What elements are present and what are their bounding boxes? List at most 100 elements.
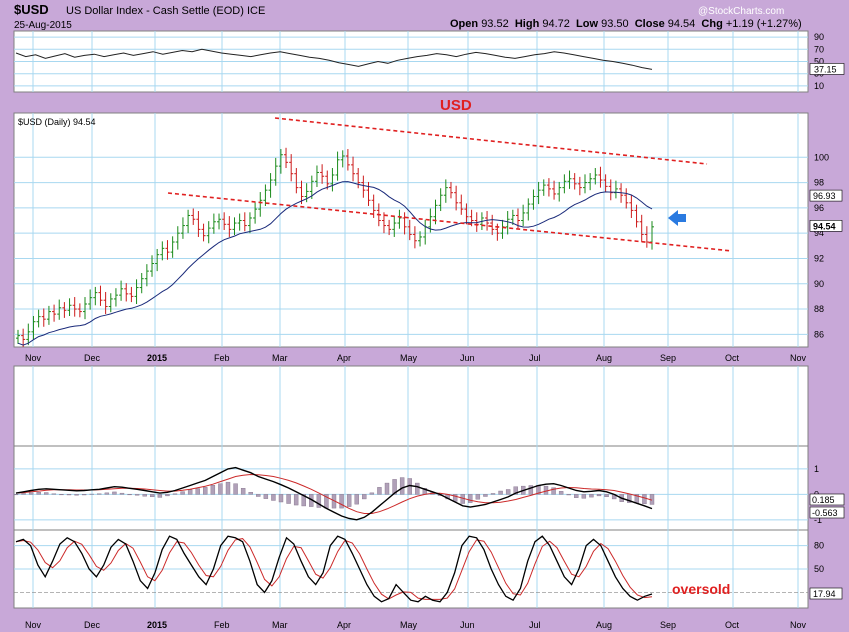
oversold-annotation: oversold [672, 581, 730, 597]
macd-histogram-bar [589, 494, 594, 498]
macd-line [15, 466, 653, 521]
panel-price [13, 112, 809, 348]
macd-histogram-bar [596, 494, 602, 497]
stoch-x-label-8: Jul [529, 620, 541, 630]
macd-tick-label-0: 1 [814, 464, 819, 474]
price-x-label-5: Apr [337, 353, 351, 363]
stoch-x-label-1: Dec [84, 620, 101, 630]
macd-histogram-bar [558, 491, 564, 495]
close-value: 94.54 [667, 18, 696, 30]
stoch-x-label-2: 2015 [147, 620, 167, 630]
price-tick-label-5: 90 [814, 279, 824, 289]
stoch-line [15, 535, 653, 603]
macd-histogram-bar [384, 482, 390, 495]
high-value: 94.72 [542, 18, 570, 30]
macd-histogram-bar [104, 492, 110, 495]
macd-histogram-bar [13, 494, 19, 496]
macd-histogram-bar [66, 494, 72, 496]
macd-histogram-bar [316, 494, 322, 508]
price-x-label-8: Jul [529, 353, 541, 363]
macd-histogram-bar [150, 494, 155, 498]
macd-histogram-bar [74, 494, 79, 496]
stoch-x-label-11: Oct [725, 620, 740, 630]
price-x-label-11: Oct [725, 353, 740, 363]
price-x-label-10: Sep [660, 353, 676, 363]
macd-histogram-bar [566, 494, 571, 496]
panel-vol [13, 365, 809, 447]
macd-histogram-bar [195, 488, 200, 495]
ticker-symbol: $USD [14, 2, 49, 17]
stockcharts-brand[interactable]: @StockCharts.com [698, 6, 785, 17]
price-x-label-7: Jun [460, 353, 475, 363]
chart-date: 25-Aug-2015 [14, 20, 72, 31]
macd-histogram-bar [346, 494, 352, 507]
rsi-tick-label-4: 10 [814, 81, 824, 91]
stoch-x-label-4: Mar [272, 620, 288, 630]
blue-arrow-icon [668, 210, 686, 226]
macd-histogram-bar [369, 492, 375, 495]
ohlc-summary: Open 93.52 High 94.72 Low 93.50 Close 94… [450, 18, 802, 30]
stoch-x-label-9: Aug [596, 620, 612, 630]
macd-histogram-bar [505, 489, 511, 495]
macd-histogram-bar [286, 494, 291, 504]
macd-histogram-bar [240, 488, 246, 495]
price-x-label-12: Nov [790, 353, 807, 363]
macd-value-label-2: -0.563 [812, 508, 838, 518]
macd-histogram-bar [483, 494, 488, 497]
stoch-x-label-7: Jun [460, 620, 475, 630]
stoch-x-label-0: Nov [25, 620, 42, 630]
price-panel-title: $USD (Daily) 94.54 [18, 117, 96, 127]
macd-histogram-bar [551, 487, 556, 495]
stoch-current-label: 17.94 [813, 589, 836, 599]
macd-histogram-bar [157, 494, 163, 498]
rsi-tick-label-2: 50 [814, 57, 824, 67]
stoch-x-label-6: May [400, 620, 418, 630]
macd-histogram-bar [51, 493, 57, 495]
macd-value-badge-2 [809, 506, 845, 519]
instrument-name: US Dollar Index - Cash Settle (EOD) ICE [66, 5, 266, 17]
macd-value-label-1: 0.185 [812, 495, 835, 505]
rsi-tick-label-0: 90 [814, 32, 824, 42]
macd-histogram-bar [210, 485, 216, 495]
macd-histogram-bar [490, 493, 496, 495]
channel-lower-line [167, 192, 733, 252]
macd-histogram-bar [543, 485, 549, 495]
macd-histogram-bar [293, 494, 299, 506]
macd-histogram-bar [112, 491, 117, 495]
macd-histogram-bar [362, 494, 367, 500]
macd-histogram-bar [203, 487, 208, 495]
macd-histogram-bar [81, 494, 87, 496]
price-tick-label-3: 94 [814, 228, 824, 238]
macd-histogram-bar [142, 494, 147, 497]
ma-value-label: 96.93 [813, 191, 836, 201]
macd-histogram-bar [271, 494, 276, 501]
macd-histogram-bar [134, 494, 140, 496]
macd-histogram-bar [377, 487, 382, 495]
macd-histogram-bar [415, 482, 420, 495]
macd-histogram-bar [233, 483, 238, 495]
macd-histogram-bar [21, 493, 26, 495]
stoch-signal-line [15, 538, 653, 600]
macd-histogram-bar [468, 494, 473, 503]
macd-signal-line [15, 473, 653, 514]
macd-histogram-bar [165, 494, 170, 497]
price-x-label-9: Aug [596, 353, 612, 363]
price-x-label-3: Feb [214, 353, 230, 363]
stoch-x-label-12: Nov [790, 620, 807, 630]
price-value-badge [809, 220, 843, 232]
price-x-label-6: May [400, 353, 418, 363]
channel-upper-line [274, 117, 708, 165]
high-label: High [514, 18, 540, 30]
change-label: Chg [701, 18, 723, 30]
stoch-value-badge [809, 587, 843, 600]
macd-histogram-bar [225, 481, 231, 495]
price-tick-label-7: 86 [814, 329, 824, 339]
low-label: Low [576, 18, 599, 30]
price-moving-average [17, 181, 653, 346]
macd-histogram-bar [528, 485, 534, 495]
macd-histogram-bar [127, 494, 132, 496]
price-tick-label-0: 100 [814, 152, 829, 162]
price-x-label-1: Dec [84, 353, 101, 363]
macd-histogram-bar [263, 494, 269, 499]
